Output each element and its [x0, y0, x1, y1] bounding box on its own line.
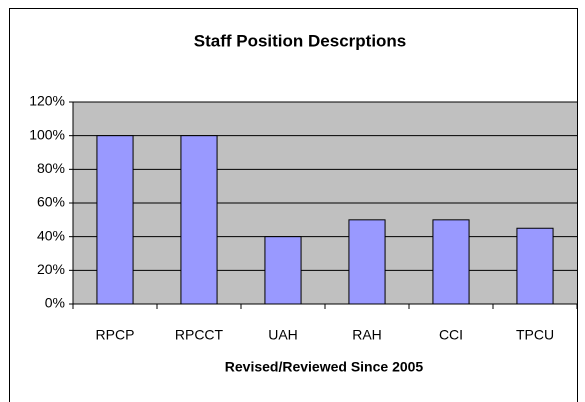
bar [96, 135, 134, 305]
y-tick-label: 0% [45, 295, 65, 311]
y-tick-label: 20% [37, 261, 65, 277]
bar [432, 219, 470, 305]
chart-title: Staff Position Descrptions [194, 31, 407, 50]
y-tick-label: 40% [37, 227, 65, 243]
bar [264, 236, 302, 305]
x-tick-label: CCI [439, 327, 463, 343]
bar [516, 227, 554, 305]
y-tick-label: 80% [37, 160, 65, 176]
x-tick-label: RPCCT [175, 327, 224, 343]
bar [348, 219, 386, 305]
x-tick-label: TPCU [516, 327, 554, 343]
y-tick-label: 120% [29, 93, 65, 109]
x-tick-label: UAH [268, 327, 298, 343]
y-tick-label: 60% [37, 194, 65, 210]
y-tick-label: 100% [29, 126, 65, 142]
x-tick-label: RPCP [96, 327, 135, 343]
x-tick-label: RAH [352, 327, 382, 343]
x-axis-title: Revised/Reviewed Since 2005 [225, 359, 424, 375]
bar [180, 135, 218, 305]
